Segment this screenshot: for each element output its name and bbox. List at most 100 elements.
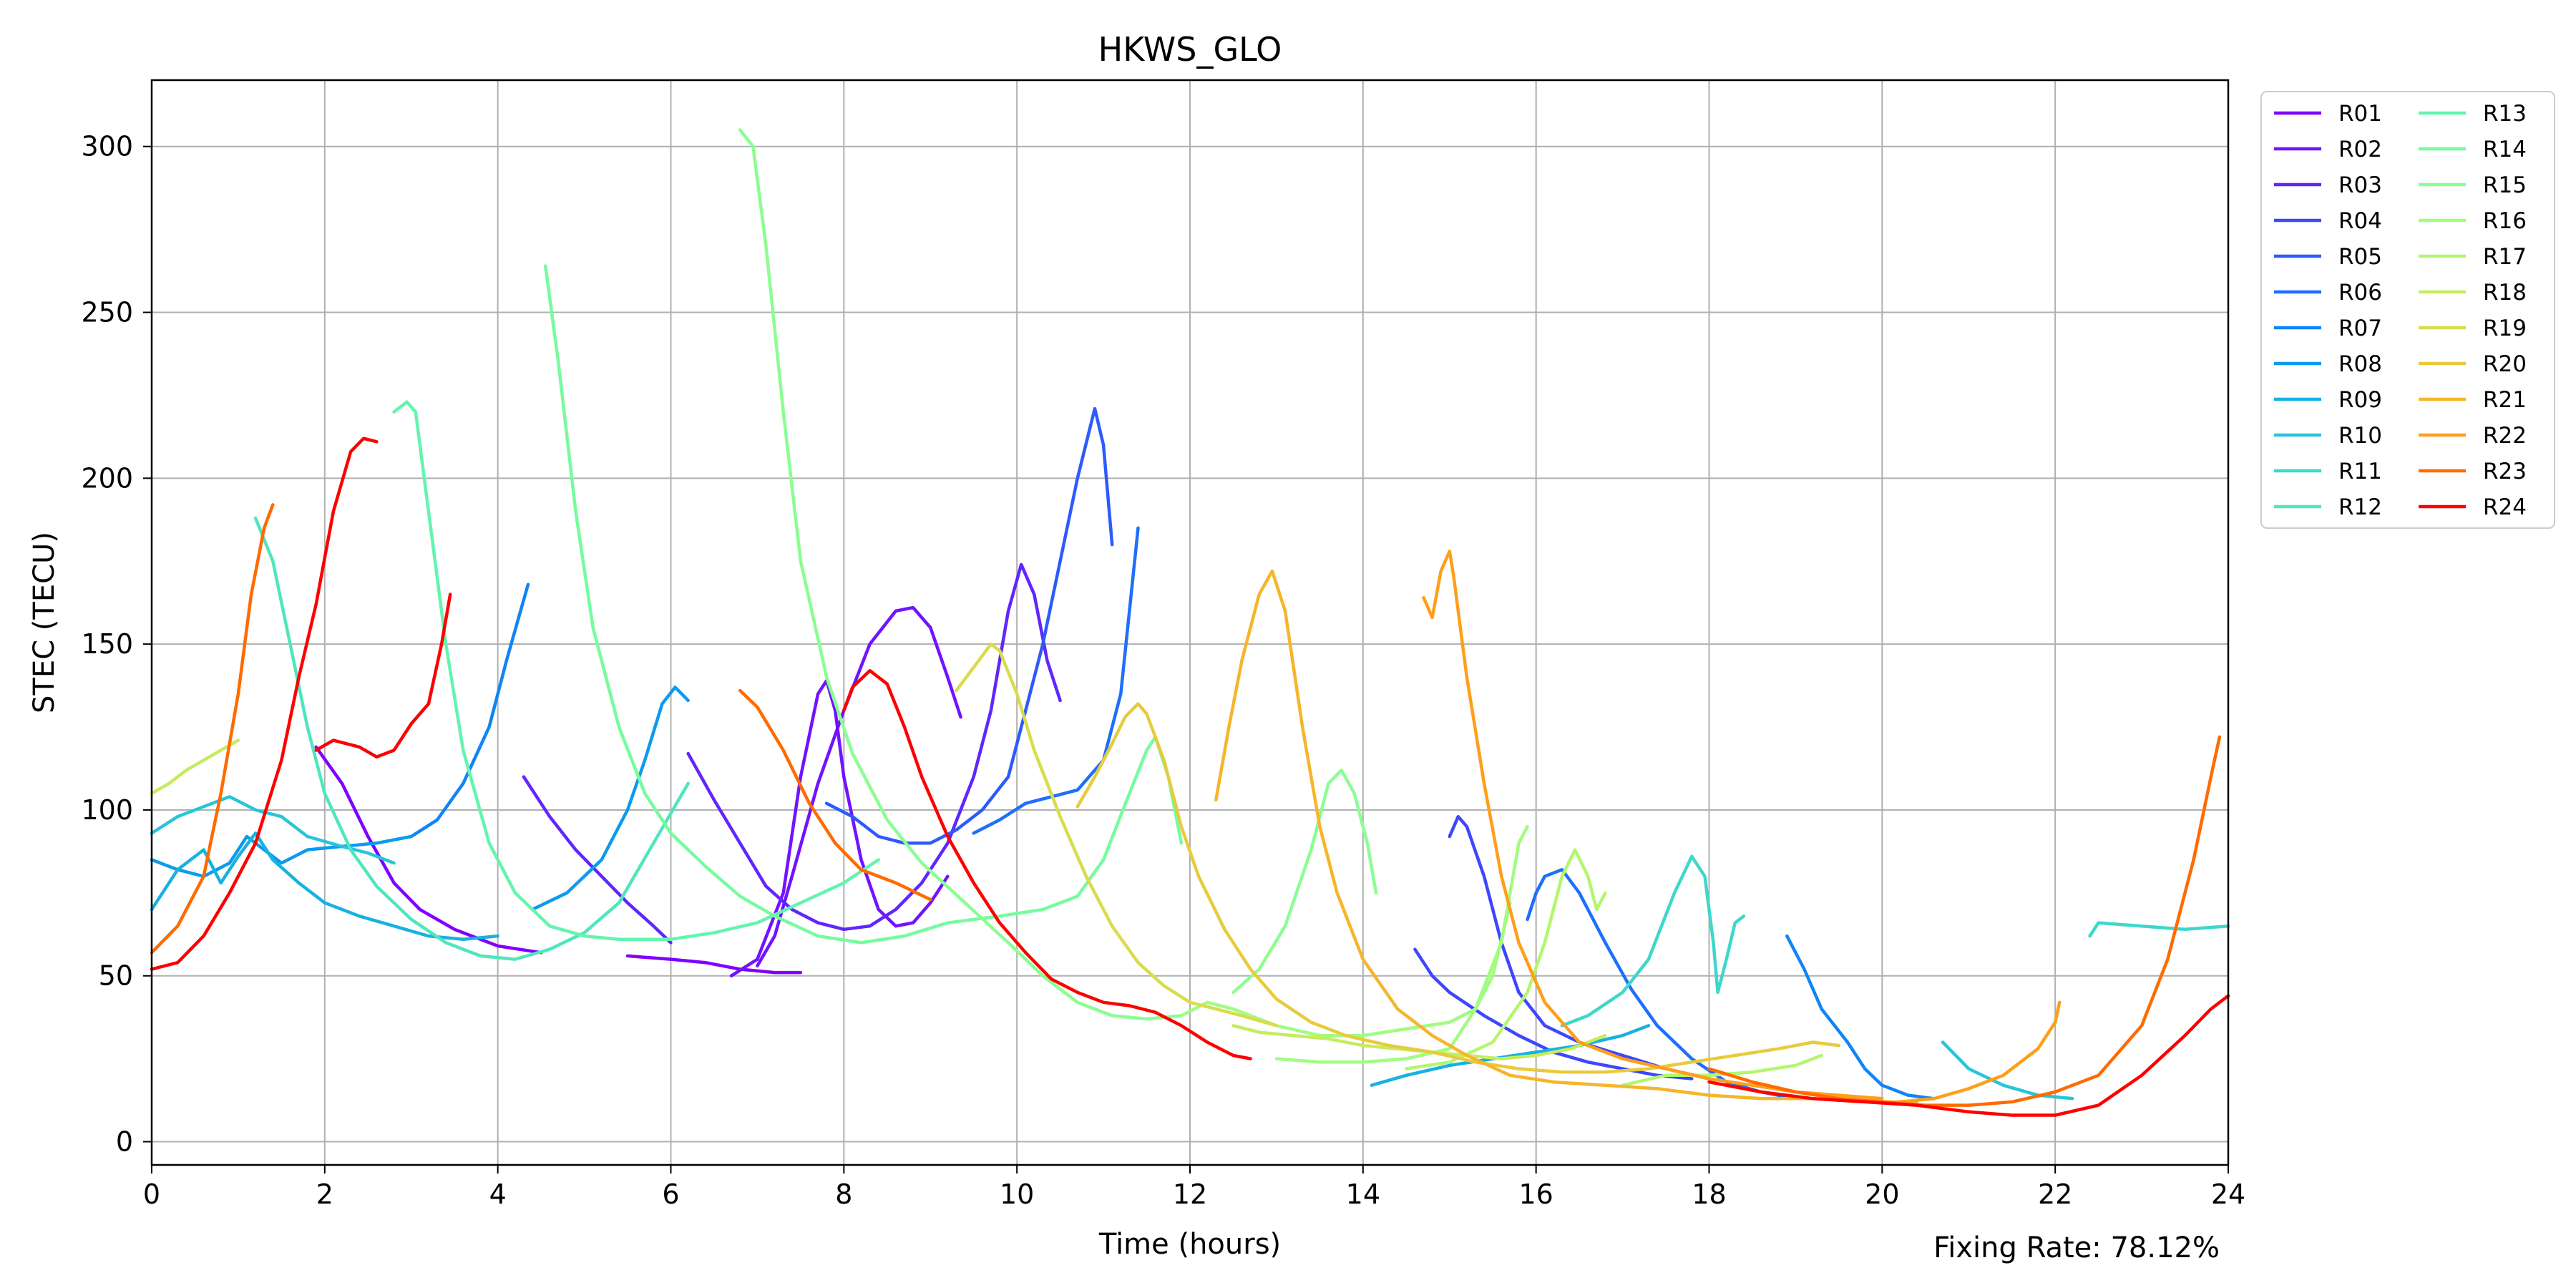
- series-line-r24-4: [1707, 994, 2230, 1117]
- series-r02: [729, 605, 962, 977]
- legend-label: R14: [2483, 137, 2527, 162]
- chart-title: HKWS_GLO: [1098, 30, 1282, 69]
- legend-label: R20: [2483, 351, 2527, 377]
- series-line-r03-2: [686, 562, 1062, 932]
- legend-label: R02: [2338, 137, 2382, 162]
- legend-item-r24: R24: [2419, 494, 2527, 520]
- series-line-r16-2: [1274, 824, 1529, 1064]
- series-line-r20-1: [1075, 702, 1841, 1074]
- legend-item-r15: R15: [2419, 172, 2527, 198]
- fixing-rate-annotation: Fixing Rate: 78.12%: [1933, 1231, 2220, 1264]
- legend-item-r05: R05: [2274, 244, 2382, 270]
- x-tick-label: 10: [1000, 1179, 1034, 1210]
- series-line-r02-1: [756, 605, 962, 968]
- series-r05: [824, 406, 1114, 845]
- legend-label: R17: [2483, 244, 2527, 270]
- series-line-r11-2: [2088, 921, 2230, 938]
- y-tick-label: 200: [81, 462, 133, 494]
- series-line-r19-1: [955, 642, 1279, 1028]
- x-axis-label: Time (hours): [1098, 1228, 1281, 1261]
- legend-item-r07: R07: [2274, 316, 2382, 341]
- y-tick-label: 50: [99, 960, 133, 992]
- series-line-r10-1: [150, 795, 396, 865]
- legend-item-r02: R02: [2274, 137, 2382, 162]
- legend-label: R11: [2338, 459, 2382, 484]
- y-axis-label: STEC (TECU): [28, 532, 61, 713]
- series-line-r24-2: [314, 592, 452, 759]
- legend-item-r10: R10: [2274, 423, 2382, 449]
- legend-label: R12: [2338, 494, 2382, 520]
- x-tick-label: 2: [316, 1179, 333, 1210]
- series-line-r04-1: [1413, 947, 1694, 1080]
- legend-box: [2260, 91, 2555, 529]
- series-r15: [738, 128, 1378, 1021]
- series-r11: [1560, 854, 2230, 1028]
- series-line-r08-2: [530, 686, 690, 912]
- legend-label: R03: [2338, 172, 2382, 198]
- legend-item-r14: R14: [2419, 137, 2527, 162]
- legend-label: R09: [2338, 387, 2382, 413]
- y-tick-label: 100: [81, 794, 133, 826]
- series-lines: [150, 128, 2230, 1117]
- legend-label: R13: [2483, 101, 2527, 127]
- series-r03: [522, 562, 1062, 945]
- series-line-r09-2: [1370, 1024, 1651, 1087]
- series-line-r23-1: [150, 503, 275, 955]
- series-line-r24-1: [150, 436, 379, 971]
- x-tick-label: 6: [662, 1179, 679, 1210]
- legend-item-r21: R21: [2419, 387, 2527, 413]
- series-line-r15-1: [738, 128, 1184, 1021]
- x-tick-label: 8: [835, 1179, 852, 1210]
- legend-label: R01: [2338, 101, 2382, 127]
- legend: R01 R02 R03 R04 R05 R06 R07 R08 R09 R10 R11 R12 R13 R…: [2260, 91, 2555, 529]
- series-line-r11-1: [1560, 854, 1746, 1028]
- series-r10: [150, 795, 2074, 1101]
- series-r24: [150, 436, 2230, 1117]
- legend-item-r19: R19: [2419, 316, 2527, 341]
- series-r19: [955, 642, 1279, 1028]
- legend-label: R18: [2483, 280, 2527, 306]
- legend-label: R05: [2338, 244, 2382, 270]
- series-r14: [543, 264, 1184, 945]
- legend-label: R16: [2483, 208, 2527, 234]
- series-r08: [150, 686, 690, 912]
- x-tick-label: 14: [1346, 1179, 1380, 1210]
- legend-label: R23: [2483, 459, 2527, 484]
- series-line-r23-2: [738, 688, 932, 902]
- legend-label: R24: [2483, 494, 2527, 520]
- legend-label: R19: [2483, 316, 2527, 341]
- series-line-r01-1: [314, 745, 543, 955]
- legend-item-r04: R04: [2274, 208, 2382, 234]
- series-r23: [150, 503, 2222, 1107]
- x-tick-label: 12: [1173, 1179, 1207, 1210]
- series-r04: [1413, 814, 1711, 1080]
- legend-item-r20: R20: [2419, 351, 2527, 377]
- y-tick-label: 300: [81, 131, 133, 162]
- series-r20: [1075, 702, 1841, 1074]
- series-line-r24-3: [842, 668, 1252, 1060]
- legend-item-r09: R09: [2274, 387, 2382, 413]
- x-tick-label: 0: [143, 1179, 160, 1210]
- y-tick-label: 250: [81, 297, 133, 328]
- legend-item-r17: R17: [2419, 244, 2527, 270]
- x-tick-label: 22: [2038, 1179, 2072, 1210]
- legend-label: R22: [2483, 423, 2527, 449]
- series-line-r18-1: [150, 738, 240, 796]
- legend-label: R15: [2483, 172, 2527, 198]
- series-line-r17-2: [1405, 848, 1607, 1070]
- series-line-r07-1: [409, 582, 530, 839]
- legend-label: R10: [2338, 423, 2382, 449]
- series-line-r21-1: [1214, 569, 1918, 1104]
- series-line-r08-1: [150, 834, 414, 878]
- legend-item-r03: R03: [2274, 172, 2382, 198]
- legend-label: R21: [2483, 387, 2527, 413]
- series-line-r23-3: [1707, 735, 2222, 1107]
- legend-item-r22: R22: [2419, 423, 2527, 449]
- legend-item-r16: R16: [2419, 208, 2527, 234]
- series-line-r22-2: [1898, 1000, 2062, 1104]
- series-line-r01-2: [625, 954, 803, 975]
- grid: [151, 80, 2229, 1165]
- x-tick-label: 18: [1692, 1179, 1726, 1210]
- series-r01: [314, 745, 803, 975]
